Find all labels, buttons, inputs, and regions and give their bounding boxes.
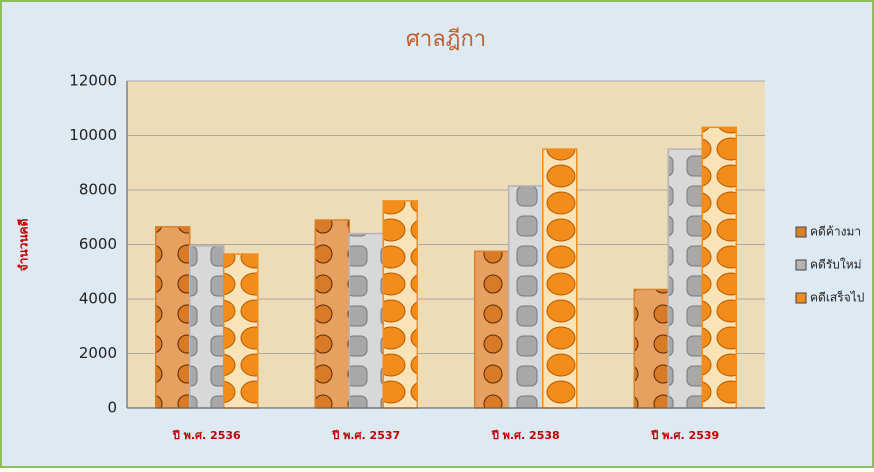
legend-swatch: [795, 259, 807, 271]
legend-label: คดีค้างมา: [810, 225, 861, 239]
legend-swatch: [795, 226, 807, 238]
y-axis-label: จำนวนคดี: [17, 218, 31, 271]
y-tick-label: 4000: [79, 290, 117, 308]
bar: [223, 253, 259, 409]
x-tick-label: ปี พ.ศ. 2537: [331, 429, 400, 442]
bar: [667, 148, 703, 409]
x-tick-label: ปี พ.ศ. 2539: [650, 429, 719, 442]
bar: [155, 226, 191, 409]
bar: [382, 200, 418, 409]
bar: [348, 232, 384, 409]
legend-label: คดีรับใหม่: [810, 258, 862, 272]
bar: [633, 288, 669, 409]
x-tick-label: ปี พ.ศ. 2538: [491, 429, 560, 442]
chart-title: ศาลฎีกา: [406, 27, 486, 52]
legend-swatch: [795, 292, 807, 304]
bar: [314, 219, 350, 409]
y-tick-label: 12000: [69, 72, 117, 90]
y-tick-label: 10000: [69, 126, 117, 144]
bar: [701, 126, 737, 409]
y-tick-label: 0: [107, 399, 117, 417]
y-tick-label: 8000: [79, 181, 117, 199]
legend-label: คดีเสร็จไป: [810, 290, 864, 305]
y-tick-label: 6000: [79, 235, 117, 253]
bar: [542, 148, 578, 409]
x-tick-label: ปี พ.ศ. 2536: [172, 429, 241, 442]
bar: [474, 250, 510, 409]
bar: [508, 185, 544, 409]
bar: [189, 245, 225, 409]
y-tick-label: 2000: [79, 344, 117, 362]
